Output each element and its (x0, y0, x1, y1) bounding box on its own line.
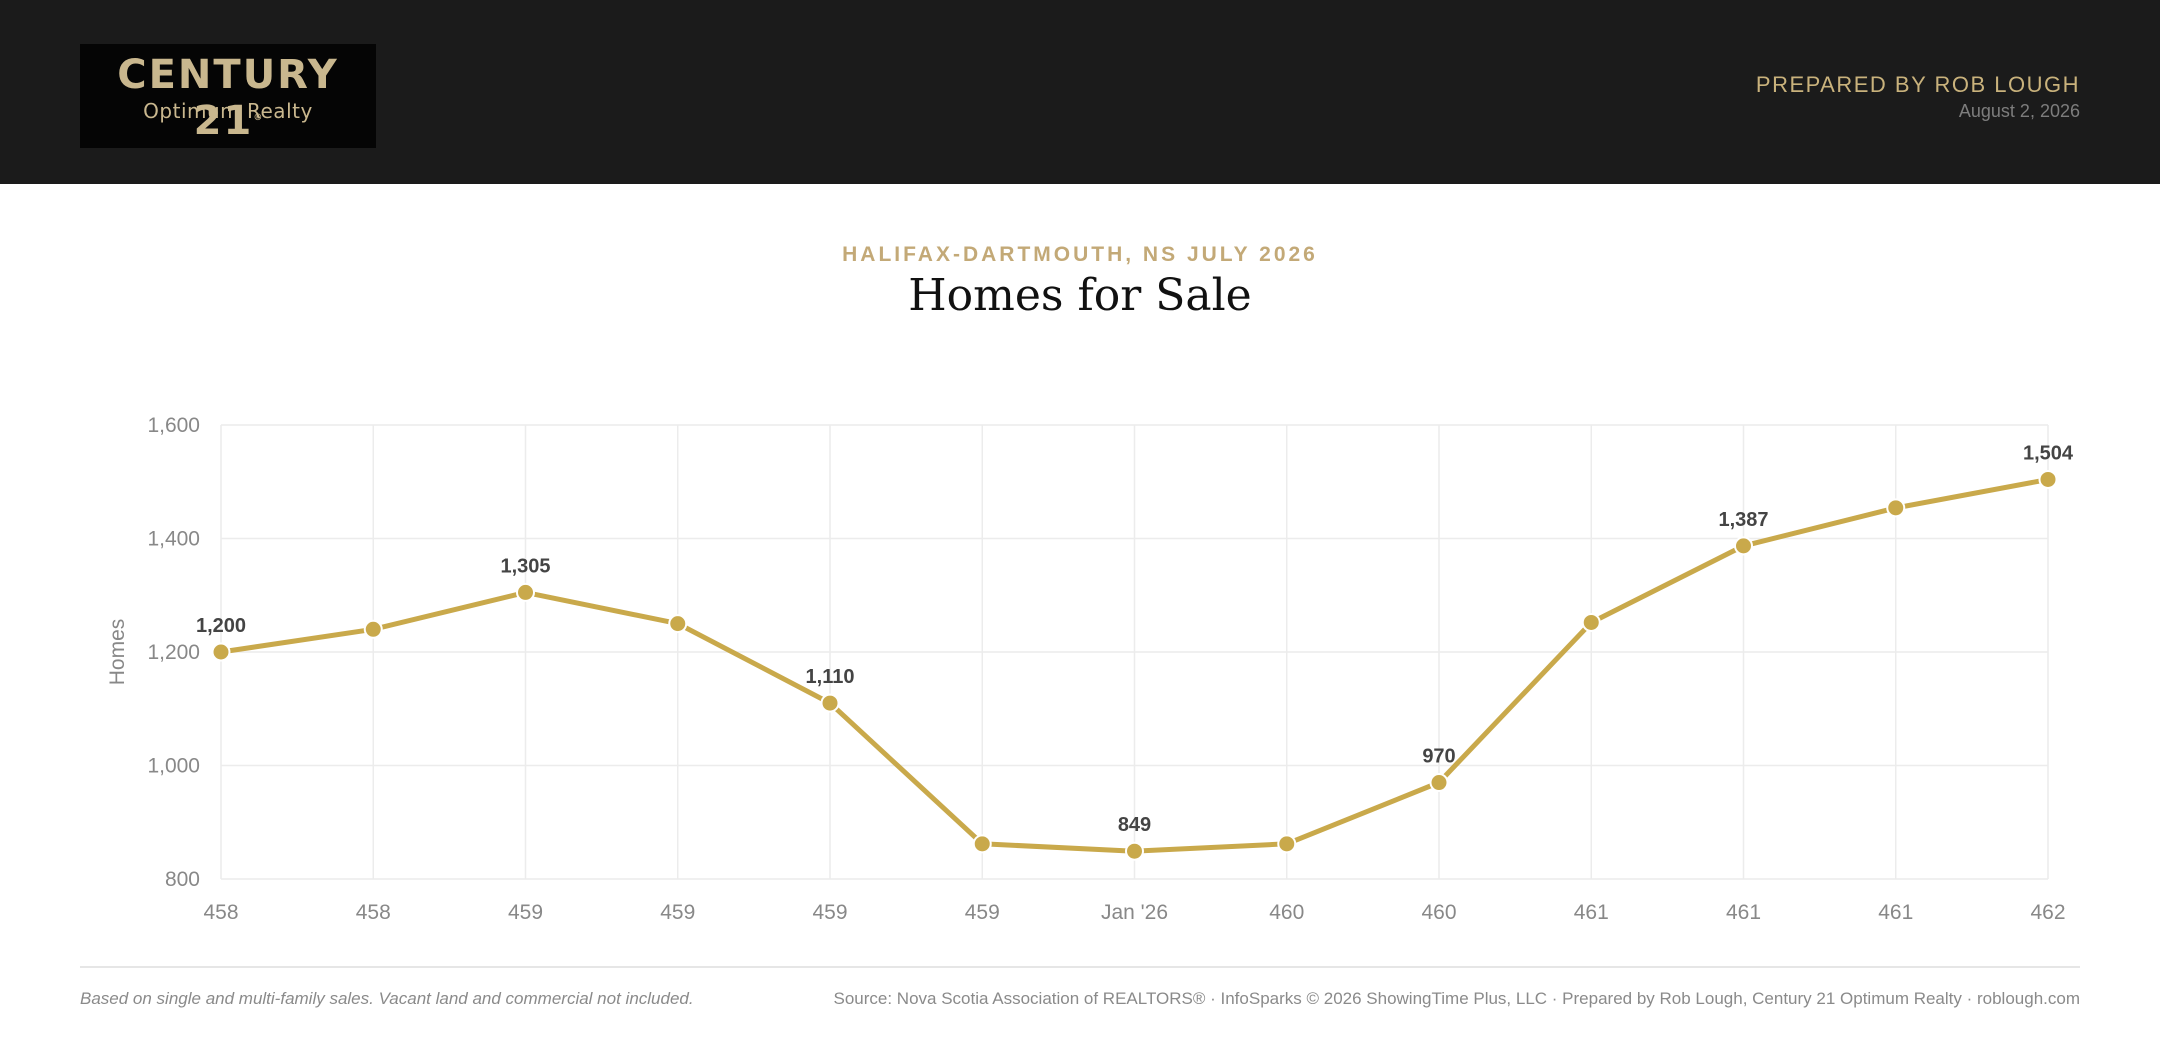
homes-for-sale-line-chart: 800 1,000 1,200 1,400 1,600 458 458 459 459 459 45… (106, 414, 2074, 924)
header-bar: CENTURY 21® Optimum Realty PREPARED BY R… (0, 0, 2160, 184)
data-label: 1,200 (196, 615, 246, 637)
logo-subtitle: Optimum Realty (143, 99, 313, 123)
market-period-label: HALIFAX-DARTMOUTH, NS JULY 2026 (842, 243, 1318, 266)
x-tick-label: 462 (2030, 901, 2065, 924)
x-tick-label: 460 (1421, 901, 1456, 924)
data-point (363, 619, 383, 639)
x-tick-label: 459 (660, 901, 695, 924)
x-tick-label: 459 (508, 901, 543, 924)
report-date: August 2, 2026 (1958, 101, 2080, 121)
data-point (820, 693, 840, 713)
y-tick-label: 1,000 (147, 755, 200, 778)
data-point (972, 834, 992, 854)
y-axis-title: Homes (106, 619, 129, 686)
brand-logo: CENTURY 21® Optimum Realty (80, 44, 376, 148)
prepared-by-label: PREPARED BY ROB LOUGH (1755, 72, 2080, 97)
data-label: 1,110 (806, 666, 855, 688)
x-tick-label: 458 (356, 901, 391, 924)
data-label: 1,387 (1718, 509, 1768, 531)
footer-note: Based on single and multi-family sales. … (80, 989, 694, 1008)
data-point (1429, 773, 1449, 793)
data-point (516, 582, 535, 602)
data-label: 1,504 (2023, 442, 2074, 464)
x-tick-label: 458 (203, 901, 238, 924)
chart-title: Homes for Sale (908, 270, 1252, 321)
data-point (1581, 612, 1601, 632)
data-point (1125, 841, 1144, 861)
x-tick-label: Jan '26 (1101, 901, 1168, 924)
y-tick-label: 1,200 (147, 641, 200, 664)
x-tick-label: 459 (812, 901, 847, 924)
data-point (2038, 469, 2058, 489)
data-point (1886, 498, 1906, 518)
footer-divider (80, 966, 2080, 968)
data-point (211, 642, 231, 662)
y-tick-label: 1,600 (147, 414, 200, 437)
footer-source: Source: Nova Scotia Association of REALT… (833, 989, 2081, 1008)
data-label: 970 (1422, 746, 1455, 768)
x-tick-label: 461 (1726, 901, 1761, 924)
data-point (1734, 536, 1753, 556)
x-tick-label: 460 (1269, 901, 1304, 924)
x-tick-label: 459 (965, 901, 1000, 924)
data-label: 1,305 (500, 555, 550, 577)
x-tick-label: 461 (1878, 901, 1913, 924)
y-tick-label: 800 (165, 868, 200, 891)
data-point (1277, 834, 1297, 854)
data-label: 849 (1118, 814, 1151, 836)
x-tick-label: 461 (1574, 901, 1609, 924)
logo-wordmark: CENTURY 21® (117, 52, 339, 144)
y-tick-label: 1,400 (147, 528, 200, 551)
data-point (668, 614, 688, 634)
